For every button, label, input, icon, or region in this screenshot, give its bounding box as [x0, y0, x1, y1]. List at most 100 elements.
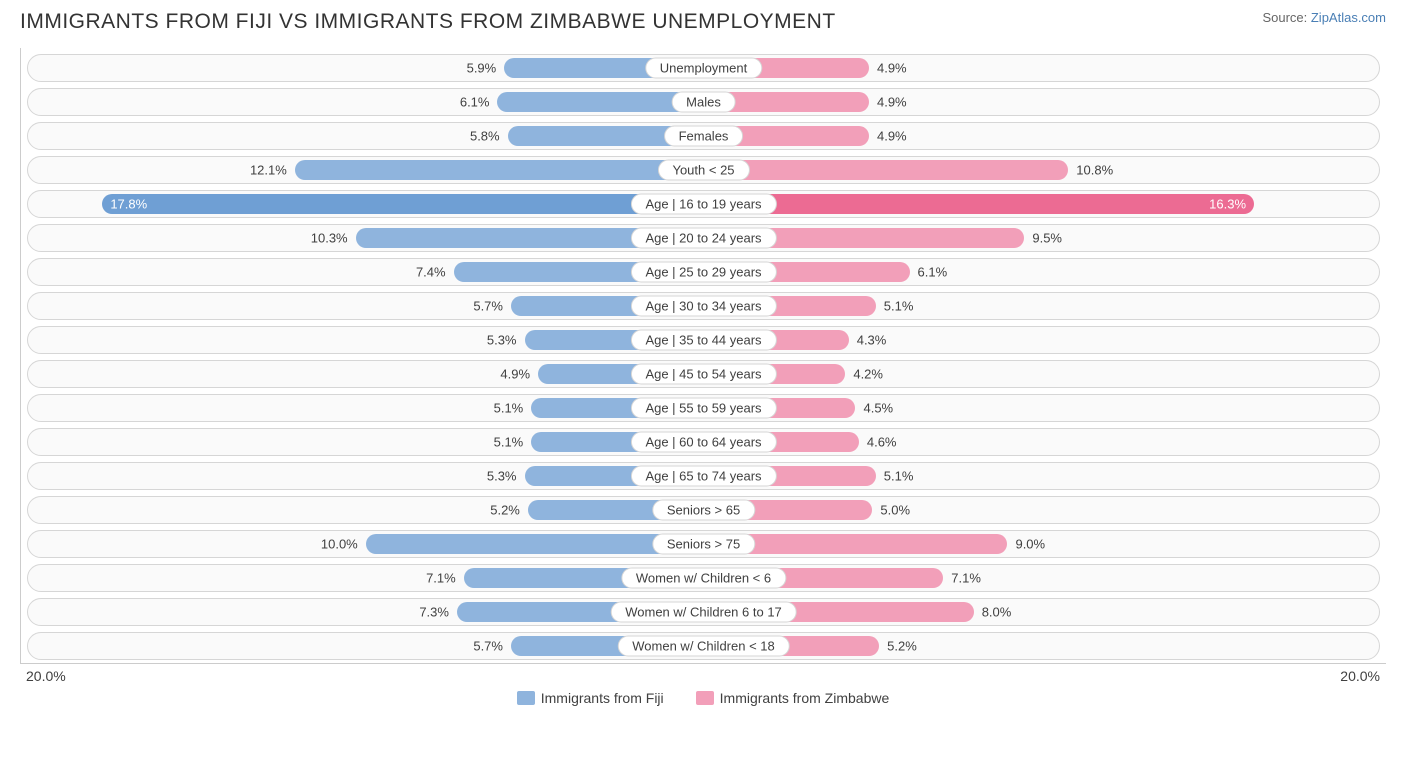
- chart-row: 5.8% 4.9% Females: [21, 119, 1386, 153]
- category-pill: Unemployment: [645, 58, 762, 79]
- value-label-right: 4.9%: [877, 61, 907, 76]
- value-label-left: 7.3%: [419, 605, 449, 620]
- row-track: 5.7%5.1%Age | 30 to 34 years: [27, 292, 1380, 320]
- chart-row: 17.8%16.3%Age | 16 to 19 years: [21, 187, 1386, 221]
- row-left-half: 5.1%: [28, 395, 704, 421]
- chart-row: 5.7%5.1%Age | 30 to 34 years: [21, 289, 1386, 323]
- row-left-half: 7.1%: [28, 565, 704, 591]
- row-left-half: 5.1%: [28, 429, 704, 455]
- row-right-half: 6.1%: [704, 259, 1380, 285]
- legend-item-left: Immigrants from Fiji: [517, 690, 664, 706]
- axis-row: 20.0% 20.0%: [20, 664, 1386, 684]
- category-pill: Age | 25 to 29 years: [630, 262, 776, 283]
- row-left-half: 7.4%: [28, 259, 704, 285]
- value-label-right: 9.0%: [1015, 537, 1045, 552]
- bar-left: 17.8%: [102, 194, 703, 214]
- category-pill: Males: [671, 92, 736, 113]
- chart-header: IMMIGRANTS FROM FIJI VS IMMIGRANTS FROM …: [20, 10, 1386, 34]
- row-right-half: 5.2%: [704, 633, 1380, 659]
- row-left-half: 5.2%: [28, 497, 704, 523]
- value-label-left: 5.9%: [467, 61, 497, 76]
- value-label-left: 4.9%: [500, 367, 530, 382]
- row-left-half: 5.3%: [28, 327, 704, 353]
- chart-row: 7.1%7.1%Women w/ Children < 6: [21, 561, 1386, 595]
- row-left-half: 12.1%: [28, 157, 704, 183]
- value-label-right: 8.0%: [982, 605, 1012, 620]
- category-pill: Women w/ Children < 18: [617, 636, 789, 657]
- value-label-right: 5.1%: [884, 299, 914, 314]
- legend-swatch-right: [696, 691, 714, 705]
- axis-left-max: 20.0%: [26, 668, 66, 684]
- row-track: 7.3%8.0%Women w/ Children 6 to 17: [27, 598, 1380, 626]
- legend-swatch-left: [517, 691, 535, 705]
- category-pill: Age | 35 to 44 years: [630, 330, 776, 351]
- category-pill: Seniors > 75: [652, 534, 755, 555]
- row-track: 10.3%9.5%Age | 20 to 24 years: [27, 224, 1380, 252]
- row-right-half: 8.0%: [704, 599, 1380, 625]
- row-track: 7.1%7.1%Women w/ Children < 6: [27, 564, 1380, 592]
- chart-row: 6.1% 4.9%Males: [21, 85, 1386, 119]
- chart-row: 10.0%9.0%Seniors > 75: [21, 527, 1386, 561]
- chart-row: 12.1% 10.8%Youth < 25: [21, 153, 1386, 187]
- row-left-half: 5.8%: [28, 123, 704, 149]
- row-track: 10.0%9.0%Seniors > 75: [27, 530, 1380, 558]
- value-label-right: 16.3%: [1209, 197, 1246, 212]
- chart-row: 5.7% 5.2%Women w/ Children < 18: [21, 629, 1386, 663]
- value-label-right: 5.1%: [884, 469, 914, 484]
- bar-right: 10.8%: [704, 160, 1069, 180]
- value-label-right: 4.9%: [877, 129, 907, 144]
- row-track: 5.9% 4.9% Unemployment: [27, 54, 1380, 82]
- row-right-half: 4.9%: [704, 89, 1380, 115]
- row-left-half: 5.3%: [28, 463, 704, 489]
- row-right-half: 5.1%: [704, 293, 1380, 319]
- legend-label-left: Immigrants from Fiji: [541, 690, 664, 706]
- source-label: Source:: [1262, 10, 1310, 25]
- legend-item-right: Immigrants from Zimbabwe: [696, 690, 890, 706]
- category-pill: Women w/ Children < 6: [621, 568, 786, 589]
- row-track: 5.7% 5.2%Women w/ Children < 18: [27, 632, 1380, 660]
- row-right-half: 9.0%: [704, 531, 1380, 557]
- category-pill: Age | 20 to 24 years: [630, 228, 776, 249]
- value-label-left: 5.3%: [487, 469, 517, 484]
- row-track: 7.4% 6.1%Age | 25 to 29 years: [27, 258, 1380, 286]
- chart-title: IMMIGRANTS FROM FIJI VS IMMIGRANTS FROM …: [20, 10, 836, 34]
- value-label-left: 7.4%: [416, 265, 446, 280]
- value-label-left: 6.1%: [460, 95, 490, 110]
- row-right-half: 4.3%: [704, 327, 1380, 353]
- category-pill: Females: [664, 126, 744, 147]
- category-pill: Age | 30 to 34 years: [630, 296, 776, 317]
- chart-plot-area: 5.9%4.9%Unemployment6.1%4.9%Males5.8%4.9…: [20, 48, 1386, 664]
- value-label-left: 12.1%: [250, 163, 287, 178]
- row-right-half: 4.9%: [704, 55, 1380, 81]
- row-right-half: 4.2%: [704, 361, 1380, 387]
- chart-row: 5.3%5.1%Age | 65 to 74 years: [21, 459, 1386, 493]
- chart-row: 7.4% 6.1%Age | 25 to 29 years: [21, 255, 1386, 289]
- row-left-half: 4.9%: [28, 361, 704, 387]
- row-track: 5.8% 4.9% Females: [27, 122, 1380, 150]
- value-label-right: 4.3%: [857, 333, 887, 348]
- row-track: 12.1% 10.8%Youth < 25: [27, 156, 1380, 184]
- value-label-left: 5.1%: [494, 401, 524, 416]
- row-right-half: 5.0%: [704, 497, 1380, 523]
- source-link[interactable]: ZipAtlas.com: [1311, 10, 1386, 25]
- category-pill: Age | 60 to 64 years: [630, 432, 776, 453]
- row-right-half: 7.1%: [704, 565, 1380, 591]
- category-pill: Seniors > 65: [652, 500, 755, 521]
- row-right-half: 4.5%: [704, 395, 1380, 421]
- category-pill: Age | 55 to 59 years: [630, 398, 776, 419]
- legend-label-right: Immigrants from Zimbabwe: [720, 690, 890, 706]
- row-right-half: 4.6%: [704, 429, 1380, 455]
- row-left-half: 5.7%: [28, 633, 704, 659]
- category-pill: Age | 45 to 54 years: [630, 364, 776, 385]
- row-track: 17.8%16.3%Age | 16 to 19 years: [27, 190, 1380, 218]
- category-pill: Youth < 25: [657, 160, 749, 181]
- row-left-half: 10.3%: [28, 225, 704, 251]
- row-track: 4.9% 4.2%Age | 45 to 54 years: [27, 360, 1380, 388]
- chart-row: 5.2%5.0%Seniors > 65: [21, 493, 1386, 527]
- value-label-left: 5.7%: [473, 639, 503, 654]
- axis-right-max: 20.0%: [1340, 668, 1380, 684]
- bar-right: 16.3%: [704, 194, 1255, 214]
- row-right-half: 9.5%: [704, 225, 1380, 251]
- value-label-left: 5.8%: [470, 129, 500, 144]
- row-track: 5.1% 4.5%Age | 55 to 59 years: [27, 394, 1380, 422]
